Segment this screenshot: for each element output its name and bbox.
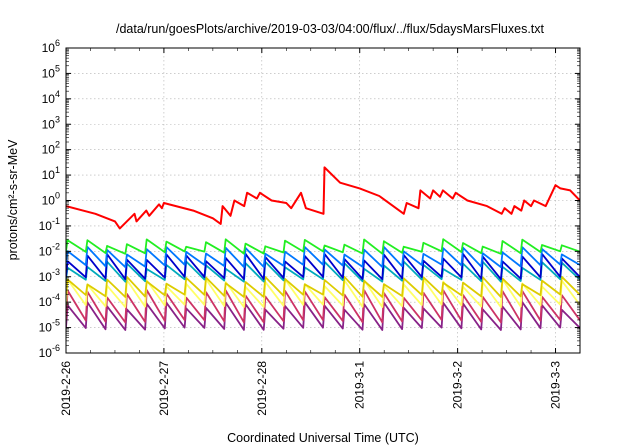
tick-marks	[65, 47, 581, 354]
y-tick-label: 104	[42, 89, 60, 106]
y-tick-label: 10-1	[39, 216, 60, 233]
y-tick-label: 100	[42, 191, 60, 208]
x-axis-label: Coordinated Universal Time (UTC)	[227, 431, 419, 445]
x-tick-label: 2019-3-2	[451, 361, 465, 409]
y-tick-label: 10-4	[39, 292, 60, 309]
x-tick-label: 2019-3-1	[353, 361, 367, 409]
x-tick-labels: 2019-2-26 2019-2-27 2019-2-28 2019-3-1 2019-…	[59, 361, 563, 416]
y-tick-label: 10-3	[39, 267, 60, 284]
y-tick-label: 102	[42, 140, 60, 157]
x-tick-label: 2019-3-3	[549, 361, 563, 409]
chart-title: /data/run/goesPlots/archive/2019-03-03/0…	[116, 22, 545, 36]
series-layer	[66, 166, 580, 331]
y-tick-label: 10-2	[39, 241, 60, 258]
y-tick-label: 10-5	[39, 318, 60, 335]
x-tick-label: 2019-2-27	[157, 361, 171, 416]
x-tick-label: 2019-2-26	[59, 361, 73, 416]
x-tick-label: 2019-2-28	[255, 361, 269, 416]
y-tick-label: 106	[42, 38, 60, 55]
series-line	[66, 246, 580, 268]
series-line	[66, 166, 580, 230]
y-tick-labels: 10-6 10-5 10-4 10-3 10-2 10-1 100 101 102 103 104 1…	[39, 38, 60, 360]
y-tick-label: 10-6	[39, 343, 60, 360]
series-line	[66, 252, 580, 281]
y-tick-label: 103	[42, 114, 60, 131]
y-tick-label: 105	[42, 63, 60, 80]
series-line	[66, 238, 580, 255]
series-line	[66, 275, 580, 298]
y-axis-label: protons/cm²-s-sr-MeV	[6, 139, 20, 261]
y-tick-label: 101	[42, 165, 60, 182]
